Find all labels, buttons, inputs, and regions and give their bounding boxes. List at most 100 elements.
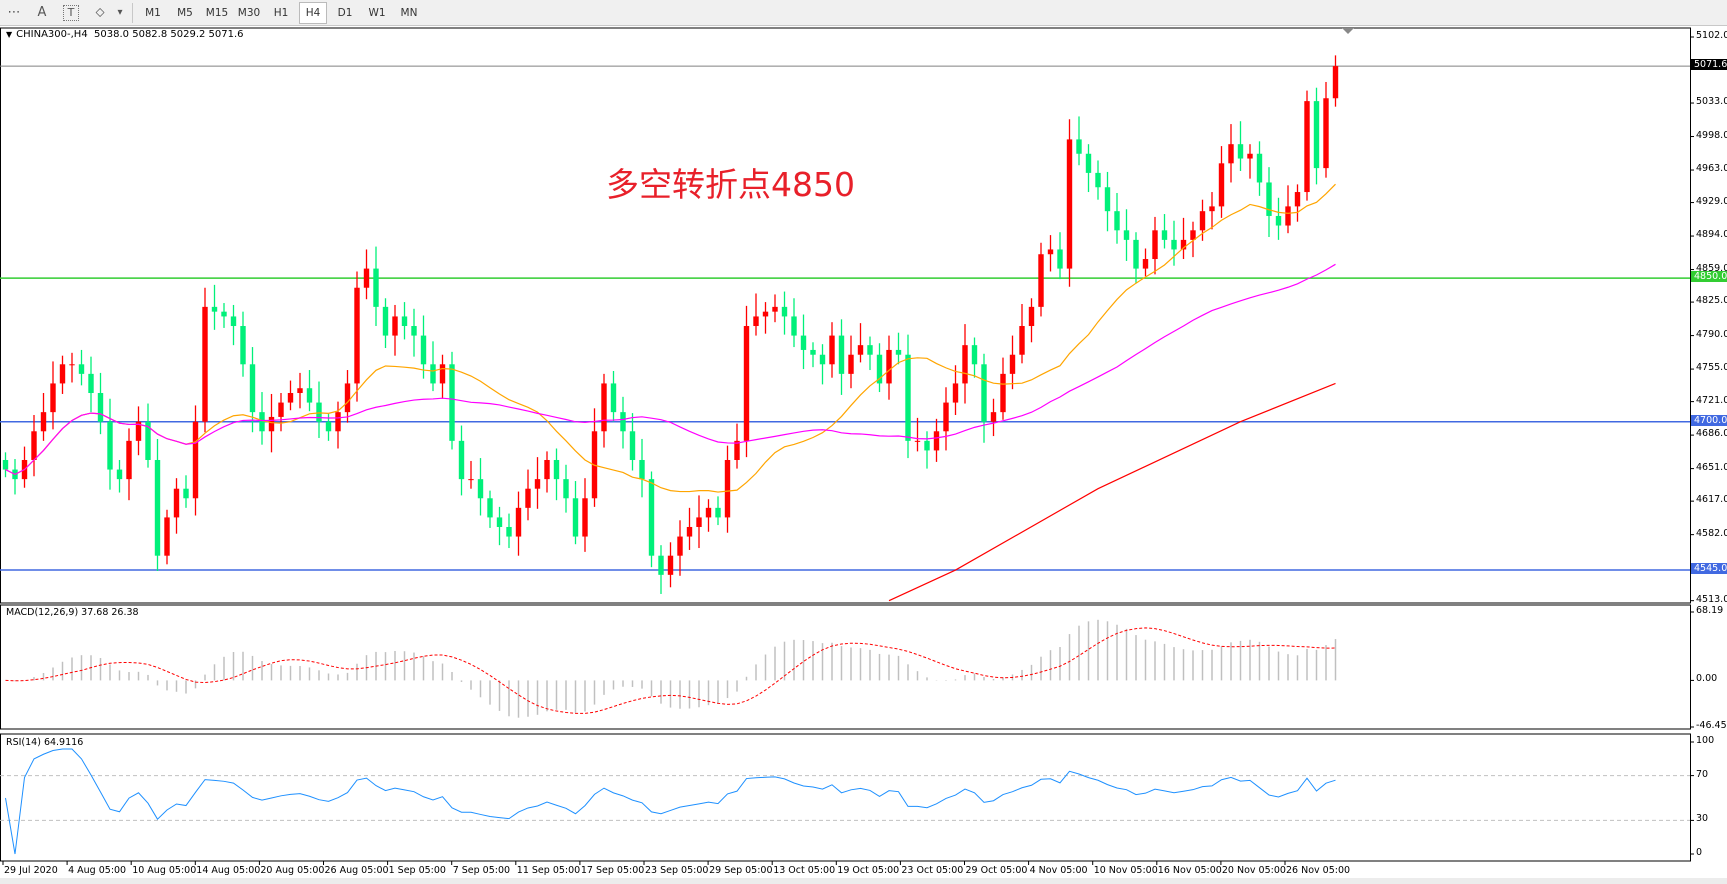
price-tick-label: 4721.0 xyxy=(1696,394,1727,406)
symbol-label: CHINA300-,H4 xyxy=(16,29,88,40)
candle-body xyxy=(221,311,227,317)
candle-body xyxy=(126,440,132,480)
candle-body xyxy=(116,469,123,480)
fibo-icon[interactable]: ⋯ xyxy=(7,5,21,20)
moving-average-line-1 xyxy=(5,183,1336,493)
candle-body xyxy=(800,335,807,350)
candle-body xyxy=(990,412,997,422)
candle-body xyxy=(173,488,180,518)
candle-body xyxy=(924,440,930,451)
timeframe-mn[interactable]: MN xyxy=(400,6,418,19)
timeframe-h4[interactable]: H4 xyxy=(299,1,327,24)
candle-body xyxy=(183,488,189,499)
candle-body xyxy=(1047,249,1054,255)
text-label-icon[interactable]: T xyxy=(63,4,79,21)
candle-body xyxy=(411,326,417,336)
candle-body xyxy=(40,412,47,432)
timeframe-m5[interactable]: M5 xyxy=(177,6,193,19)
candle-body xyxy=(1247,153,1253,159)
candle-body xyxy=(1218,163,1225,207)
candle-body xyxy=(287,393,294,403)
candle-body xyxy=(705,507,712,518)
time-axis-label: 10 Aug 05:00 xyxy=(132,865,197,876)
candle-body xyxy=(1209,206,1215,212)
candle-body xyxy=(971,345,978,365)
candle-body xyxy=(506,526,512,537)
time-axis-label: 23 Sep 05:00 xyxy=(645,865,709,876)
candle-body xyxy=(781,306,788,317)
candle-body xyxy=(477,479,484,499)
chart-header: ▼ CHINA300-,H4 5038.0 5082.8 5029.2 5071.… xyxy=(6,29,244,40)
timeframe-m1[interactable]: M1 xyxy=(145,6,161,19)
time-axis-label: 4 Aug 05:00 xyxy=(68,865,127,876)
candle-body xyxy=(325,421,332,432)
candle-body xyxy=(1142,259,1149,269)
candle-body xyxy=(686,526,693,537)
text-icon[interactable]: A xyxy=(37,5,47,20)
candle-body xyxy=(230,316,237,327)
candle-body xyxy=(1332,66,1339,99)
timeframe-d1[interactable]: D1 xyxy=(337,6,353,19)
shapes-dropdown-icon[interactable]: ▾ xyxy=(117,7,123,18)
candle-body xyxy=(1057,249,1063,269)
candle-body xyxy=(620,412,626,432)
rsi-line xyxy=(5,748,1336,855)
candle-body xyxy=(601,383,607,432)
time-axis-label: 29 Oct 05:00 xyxy=(965,865,1028,876)
horizontal-line-label: 4850.0 xyxy=(1691,271,1727,283)
time-axis-label: 10 Nov 05:00 xyxy=(1093,865,1158,876)
candle-body xyxy=(905,354,911,441)
candle-body xyxy=(1161,230,1168,240)
candle-body xyxy=(1000,373,1006,413)
moving-average-line-3 xyxy=(888,382,1336,602)
rsi-tick-label: 30 xyxy=(1696,813,1709,825)
time-axis-label: 29 Jul 2020 xyxy=(4,865,58,876)
candle-body xyxy=(1237,144,1244,159)
ohlc-values: 5038.0 5082.8 5029.2 5071.6 xyxy=(94,29,244,40)
candle-body xyxy=(69,364,75,366)
candle-body xyxy=(943,402,949,432)
moving-average-line-2 xyxy=(5,263,1336,476)
candle-body xyxy=(316,402,322,422)
macd-tick-label: -46.45 xyxy=(1696,720,1727,731)
candle-body xyxy=(1133,239,1139,269)
candle-body xyxy=(107,421,113,470)
candle-body xyxy=(819,354,826,365)
candle-body xyxy=(515,507,522,537)
candle-body xyxy=(268,416,275,432)
collapse-triangle-icon[interactable]: ▼ xyxy=(6,30,13,39)
candle-body xyxy=(2,459,9,470)
candle-body xyxy=(525,488,531,508)
candle-body xyxy=(1294,192,1301,207)
timeframe-m30[interactable]: M30 xyxy=(237,6,261,19)
candle-body xyxy=(1152,230,1158,260)
price-tick-label: 4825.0 xyxy=(1696,295,1727,307)
current-price-label: 5071.6 xyxy=(1691,59,1727,71)
candle-body xyxy=(572,498,579,537)
candle-body xyxy=(981,364,987,422)
horizontal-line-label: 4700.0 xyxy=(1691,414,1727,426)
candle-body xyxy=(192,421,199,499)
price-tick-label: 5033.0 xyxy=(1696,96,1727,108)
price-tick-label: 4617.0 xyxy=(1696,494,1727,506)
timeframe-m15[interactable]: M15 xyxy=(205,6,229,19)
candle-body xyxy=(1228,144,1234,164)
price-tick-label: 4894.0 xyxy=(1696,229,1727,241)
main-pane-frame xyxy=(0,27,1691,604)
price-tick-label: 4582.0 xyxy=(1696,527,1727,539)
candle-body xyxy=(306,388,313,403)
time-axis-label: 1 Sep 05:00 xyxy=(388,865,446,876)
candle-body xyxy=(164,517,170,556)
candle-body xyxy=(420,335,427,365)
rsi-label: RSI(14) 64.9116 xyxy=(6,737,84,748)
candle-body xyxy=(876,354,883,384)
candle-body xyxy=(344,383,351,413)
candle-body xyxy=(1019,326,1025,355)
timeframe-w1[interactable]: W1 xyxy=(368,6,386,19)
time-axis-label: 29 Sep 05:00 xyxy=(709,865,773,876)
candle-body xyxy=(914,440,921,442)
macd-tick-label: 68.19 xyxy=(1696,605,1724,616)
timeframe-h1[interactable]: H1 xyxy=(273,6,289,19)
shapes-icon[interactable]: ⬦ xyxy=(95,5,105,20)
